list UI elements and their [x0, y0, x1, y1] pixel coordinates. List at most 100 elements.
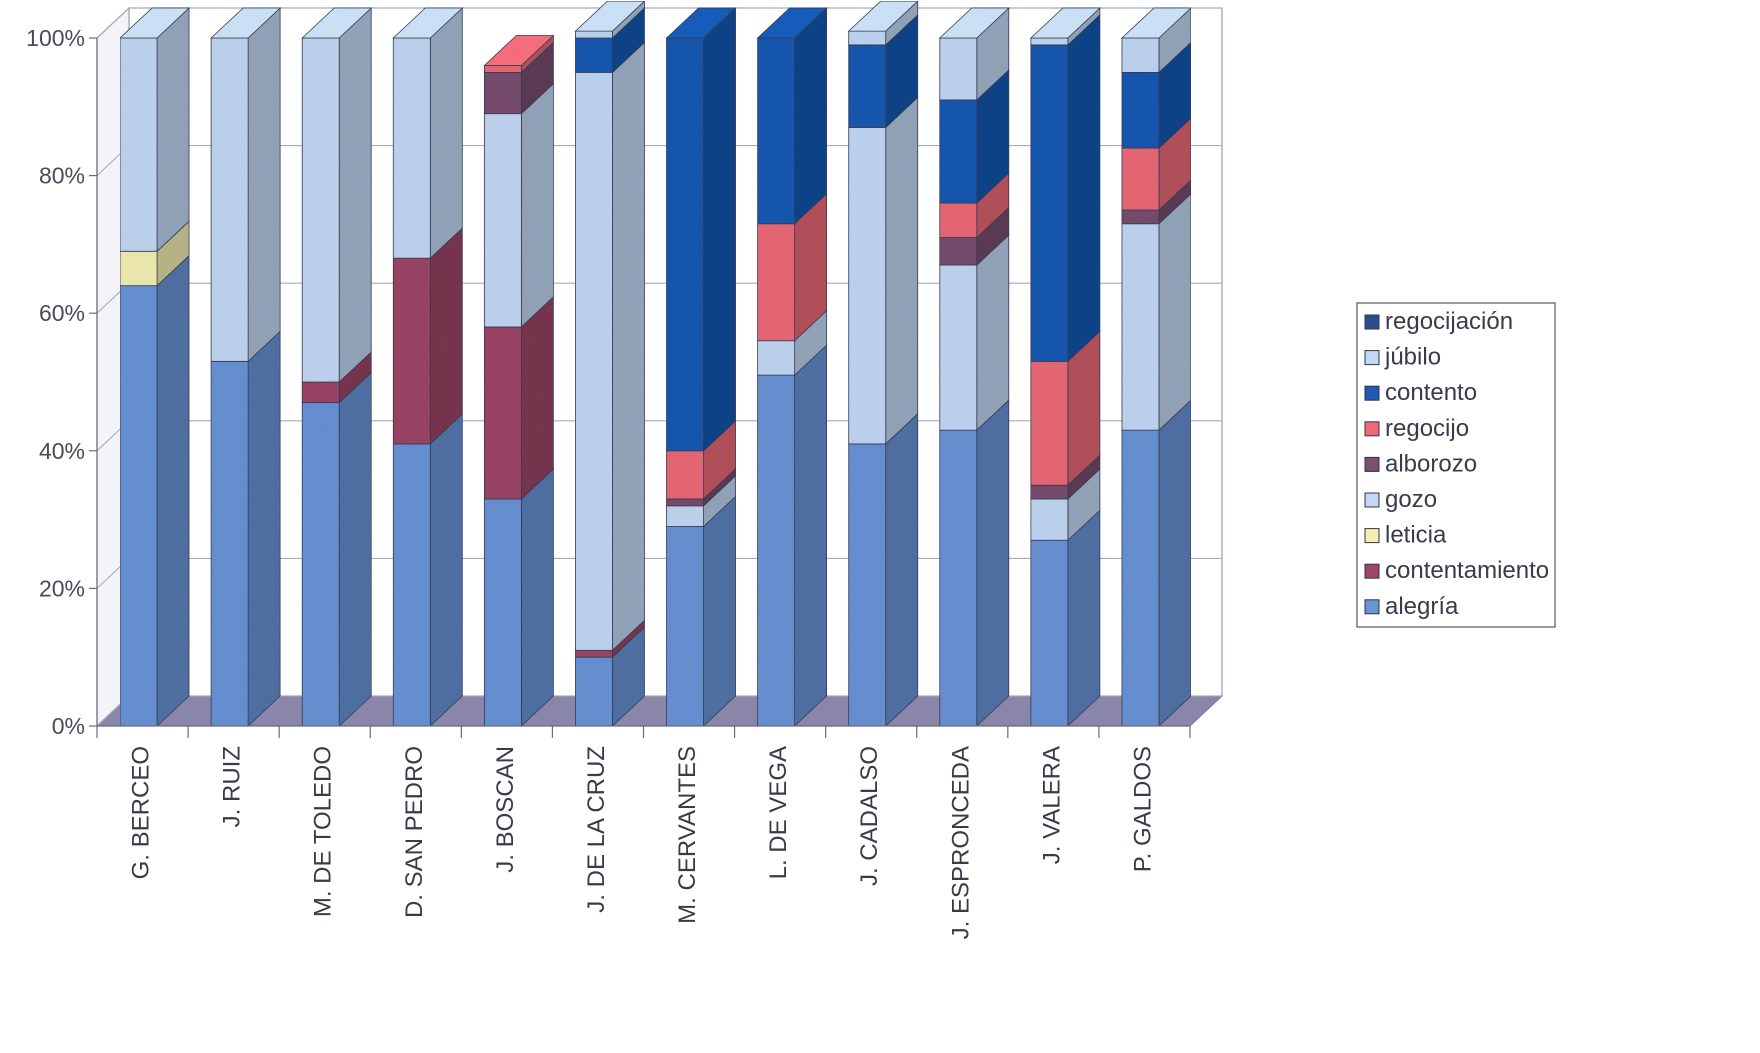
y-axis: 0% 20% 40% 60% 80% 100% [26, 25, 98, 739]
bar-top [392, 7, 464, 39]
bar-segment [575, 649, 613, 658]
bar-segment [1030, 484, 1069, 500]
legend-label: gozo [1385, 486, 1437, 513]
bar-group [1120, 7, 1192, 727]
bar-segment [757, 223, 796, 342]
x-tick-label: P. GALDOS [1129, 746, 1156, 872]
bar-segment [392, 257, 431, 445]
x-tick-label: L. DE VEGA [765, 746, 792, 879]
bar-segment [939, 429, 978, 727]
bar-segment [666, 526, 704, 727]
legend-item: leticia [1364, 522, 1447, 549]
legend-label: alegría [1385, 593, 1459, 620]
x-tick-label: G. BERCEO [128, 746, 155, 879]
bar-segment [575, 37, 613, 73]
bar-segment [575, 72, 613, 651]
bar-group [938, 7, 1010, 727]
bar-segment [483, 65, 522, 73]
bar-segment-side [338, 371, 372, 727]
legend-label: leticia [1385, 522, 1447, 549]
bar-segment-side [1067, 509, 1101, 727]
legend-item: alegría [1364, 593, 1459, 620]
bar-segment-side [156, 7, 190, 253]
bar-segment [301, 37, 340, 383]
bar-segment-side [703, 7, 736, 452]
bar-segment-side [794, 7, 828, 225]
bar-group [847, 0, 919, 727]
bar-segment [757, 340, 796, 376]
bar-segment [301, 402, 340, 727]
x-tick-label: D. SAN PEDRO [401, 746, 428, 918]
bar-segment [1030, 44, 1069, 362]
bar-segment [392, 37, 431, 259]
legend-label: regocijo [1385, 415, 1469, 442]
bar-group [1029, 7, 1101, 727]
bar-top [1029, 7, 1101, 39]
bar-segment [848, 443, 887, 727]
bar-segment [939, 264, 978, 431]
y-tick-label: 60% [39, 300, 85, 326]
bar-segment [1121, 72, 1160, 149]
legend-label: contentamiento [1385, 557, 1549, 584]
x-tick-label: M. DE TOLEDO [310, 746, 337, 917]
bar-segment-side [520, 296, 554, 500]
legend-item: regocijación [1364, 308, 1513, 335]
legend-label: júbilo [1384, 344, 1441, 371]
bar-segment [1121, 37, 1160, 73]
bar-group [210, 7, 282, 727]
legend-label: regocijación [1385, 308, 1513, 335]
legend-item: contento [1364, 379, 1477, 406]
bar-segment [939, 37, 978, 101]
bar-segment [210, 360, 249, 727]
x-tick-label: J. VALERA [1038, 746, 1065, 864]
bar-segment-side [703, 495, 736, 727]
legend-item: júbilo [1364, 344, 1441, 371]
legend-swatch [1364, 314, 1380, 330]
bar-segment [483, 113, 522, 328]
bar-group [665, 7, 737, 727]
bar-top [756, 7, 828, 39]
bar-segment-side [612, 41, 645, 652]
legend-swatch [1364, 492, 1380, 508]
bar-segment [392, 443, 431, 727]
legend-box [1356, 302, 1556, 628]
bar-segment [1030, 37, 1069, 46]
bar-segment-side [976, 399, 1010, 727]
bar-segment-side [247, 330, 281, 727]
bar-segment-side [156, 254, 190, 727]
gridline [96, 7, 1222, 39]
bar-segment-side [1158, 192, 1192, 432]
bar-segment [848, 30, 887, 46]
bar-segment [939, 202, 978, 238]
bar-segment-side [520, 82, 554, 328]
bar-segment [483, 498, 522, 727]
y-tick-label: 100% [26, 25, 85, 51]
legend-swatch [1364, 350, 1380, 366]
bar-segment [210, 37, 249, 362]
bar-segment [1121, 147, 1160, 211]
bar-segment [666, 505, 704, 527]
bar-segment [666, 498, 704, 507]
bar-group [574, 0, 646, 727]
y-tick-label: 0% [52, 713, 85, 739]
bar-top [210, 7, 282, 39]
bar-segment-side [1067, 13, 1101, 363]
bar-segment [575, 30, 613, 39]
bar-top [938, 7, 1010, 39]
bar-group [483, 34, 555, 727]
bar-top [574, 0, 646, 32]
bar-segment [757, 37, 796, 225]
legend-item: gozo [1364, 486, 1437, 513]
x-tick-label: J. RUIZ [219, 746, 246, 827]
bar-segment [301, 381, 340, 404]
legend-item: alborozo [1364, 450, 1477, 477]
bar-segment [757, 374, 796, 727]
bar-group [392, 7, 464, 727]
legend-item: contentamiento [1364, 557, 1549, 584]
bar-segment-side [429, 412, 463, 727]
x-tick-label: J. ESPRONCEDA [947, 746, 974, 939]
bar-group [301, 7, 373, 727]
bar-segment [119, 285, 158, 727]
legend: regocijación júbilo contento regocijo alboro… [1356, 302, 1556, 628]
